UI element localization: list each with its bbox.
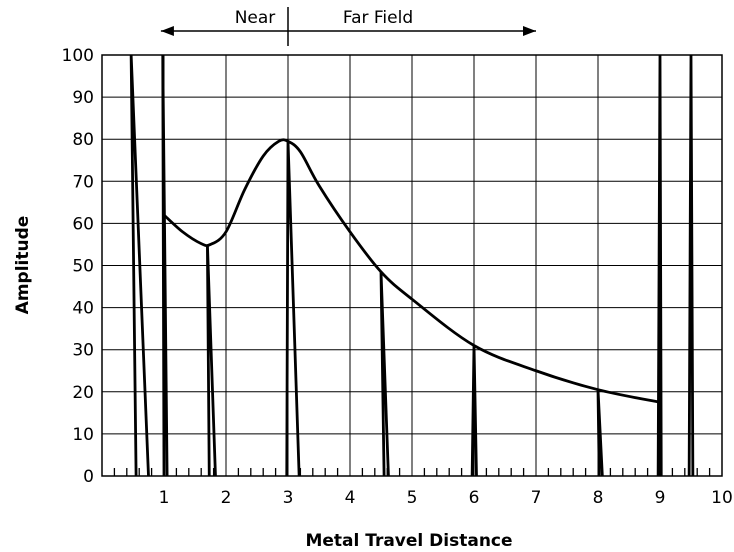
echo-spike-3 — [206, 244, 217, 477]
y-tick-label: 60 — [72, 214, 94, 234]
echo-spike-8 — [656, 54, 663, 477]
x-tick-label: 1 — [159, 488, 170, 508]
y-tick-labels: 0 10 20 30 40 50 60 70 80 90 100 — [62, 46, 94, 487]
near-label: Near — [235, 8, 276, 28]
x-tick-label: 9 — [655, 488, 666, 508]
echo-spike-9 — [687, 54, 695, 477]
echo-spike-5 — [379, 271, 390, 477]
plot-frame — [101, 54, 723, 477]
x-tick-label: 10 — [711, 488, 733, 508]
arrowhead-left — [160, 26, 174, 36]
x-tick-label: 2 — [221, 488, 232, 508]
y-tick-label: 100 — [62, 46, 94, 66]
curve-layer — [163, 138, 661, 404]
y-tick-label: 20 — [72, 383, 94, 403]
x-tick-label: 6 — [469, 488, 480, 508]
x-tick-label: 7 — [531, 488, 542, 508]
y-tick-label: 40 — [72, 299, 94, 319]
y-tick-label: 80 — [72, 130, 94, 150]
y-tick-label: 30 — [72, 341, 94, 361]
y-axis-title: Amplitude — [13, 216, 33, 315]
x-tick-label: 3 — [283, 488, 294, 508]
grid — [102, 55, 722, 476]
y-tick-label: 0 — [83, 467, 94, 487]
plot-border — [101, 54, 723, 477]
y-tick-label: 50 — [72, 257, 94, 277]
y-tick-label: 10 — [72, 425, 94, 445]
y-tick-label: 70 — [72, 172, 94, 192]
amplitude-curve — [163, 138, 661, 404]
x-tick-label: 8 — [593, 488, 604, 508]
x-axis-title: Metal Travel Distance — [305, 531, 512, 551]
x-tick-label: 5 — [407, 488, 418, 508]
x-tick-label: 4 — [345, 488, 356, 508]
far-field-label: Far Field — [343, 8, 413, 28]
x-tick-labels: 1 2 3 4 5 6 7 8 9 10 — [159, 488, 733, 508]
echo-spike-4 — [285, 141, 301, 477]
field-annotation: Near Far Field — [160, 7, 536, 46]
echo-spike-7 — [596, 389, 604, 477]
arrowhead-right — [523, 26, 536, 36]
y-tick-label: 90 — [72, 88, 94, 108]
